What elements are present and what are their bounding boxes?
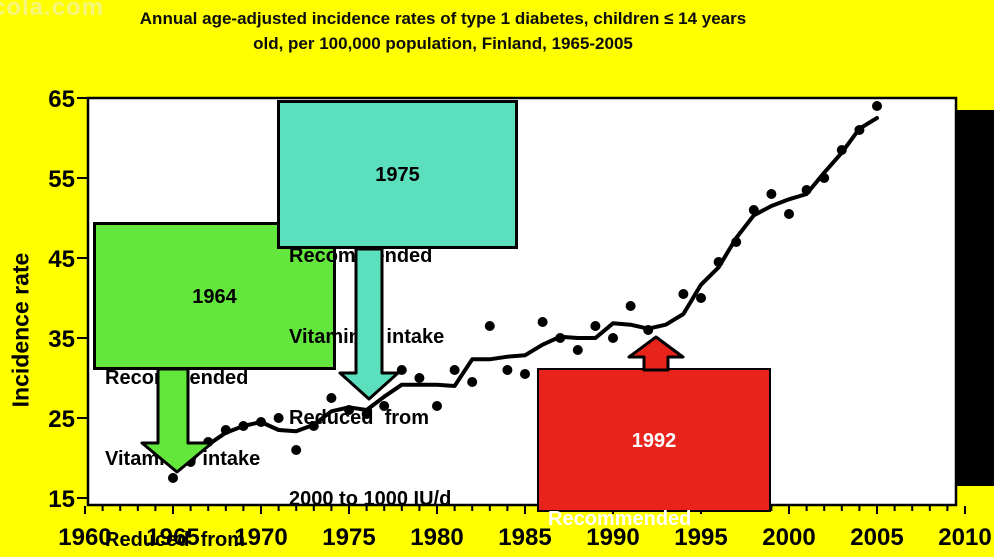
data-point [696, 293, 706, 303]
annotation-line: Recommended [289, 245, 433, 267]
data-point [731, 237, 742, 247]
data-point [625, 301, 636, 311]
data-point [220, 425, 231, 435]
data-point [537, 317, 548, 327]
y-tick-label: 55 [48, 166, 75, 193]
y-tick-label: 25 [48, 406, 75, 433]
data-point [273, 413, 284, 423]
data-point [872, 101, 882, 111]
y-tick-label: 65 [48, 86, 75, 113]
x-tick-label: 1995 [674, 524, 727, 551]
data-point [660, 345, 671, 355]
x-tick-label: 1990 [586, 524, 639, 551]
annotation-year: 1964 [192, 286, 237, 308]
data-point [308, 421, 319, 431]
data-point [168, 473, 178, 483]
chart-title-line2: old, per 100,000 population, Finland, 19… [253, 34, 633, 53]
annotation-year: 1975 [375, 164, 420, 186]
data-point [608, 333, 618, 343]
data-point [854, 125, 865, 135]
data-point [467, 377, 478, 387]
y-tick-label: 15 [48, 486, 75, 513]
data-point [572, 345, 583, 355]
data-point [361, 409, 372, 419]
annotation-line: 2000 to 1000 IU/d [289, 488, 452, 510]
x-tick-label: 1965 [146, 524, 199, 551]
data-point [238, 421, 249, 431]
data-point [713, 257, 724, 267]
black-side-panel [957, 110, 994, 486]
annotation-line: Reduced from [105, 529, 246, 551]
annotation-year: 1992 [631, 430, 677, 452]
data-point [643, 325, 654, 335]
data-point [379, 401, 390, 411]
data-point [801, 185, 812, 195]
data-point [590, 321, 601, 331]
chart-title-line1: Annual age-adjusted incidence rates of t… [139, 9, 747, 28]
watermark-text: cola.com [0, 0, 105, 21]
chart-title: Annual age-adjusted incidence rates of t… [0, 6, 886, 56]
x-tick-label: 1980 [410, 524, 463, 551]
annotation-line: Reduced from [289, 407, 430, 429]
x-tick-label: 2000 [762, 524, 815, 551]
x-tick-label: 1985 [498, 524, 551, 551]
annotation-line: Vitamin D intake [289, 326, 445, 348]
data-point [344, 405, 354, 415]
x-tick-label: 2005 [850, 524, 903, 551]
data-point [502, 365, 513, 375]
data-point [256, 417, 266, 427]
data-point [414, 373, 425, 383]
data-point [484, 321, 495, 331]
x-tick-label: 1960 [58, 524, 111, 551]
data-point [819, 173, 830, 183]
y-tick-label: 45 [48, 246, 75, 273]
y-tick-label: 35 [48, 326, 75, 353]
data-point [326, 393, 337, 403]
x-tick-label: 2010 [938, 524, 991, 551]
annotation-1992-red-box: 1992 Recommended Vitamin D intake Reduce… [537, 368, 771, 530]
data-point [748, 205, 759, 215]
annotation-1975-cyan-box: 1975 Recommended Vitamin D intake Reduce… [277, 100, 518, 510]
data-point [836, 145, 847, 155]
data-point [432, 401, 442, 411]
data-point [555, 333, 566, 343]
data-point [678, 289, 689, 299]
data-point [449, 365, 460, 375]
x-tick-label: 1975 [322, 524, 375, 551]
data-point [291, 445, 302, 455]
trend-line [188, 116, 879, 463]
annotation-line: Recommended [548, 508, 692, 530]
x-tick-label: 1970 [234, 524, 287, 551]
data-point [784, 209, 794, 219]
data-point [520, 369, 530, 379]
data-point [766, 189, 777, 199]
